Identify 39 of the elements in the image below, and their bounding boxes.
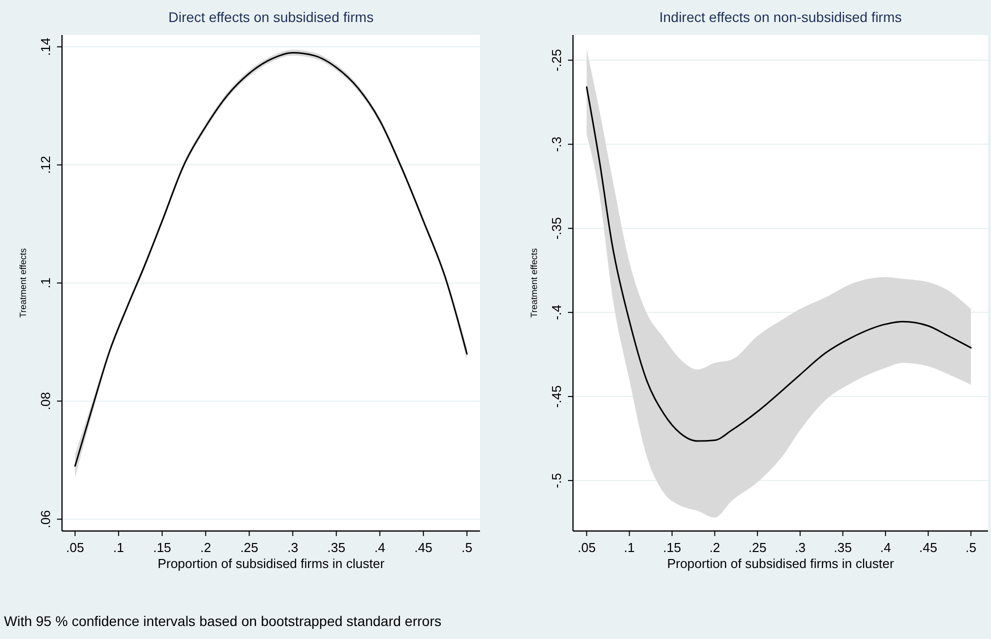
x-tick-label: .25: [240, 540, 258, 555]
y-tick-label: -.35: [549, 217, 564, 240]
x-tick-label: .45: [919, 540, 938, 555]
x-tick-label: .35: [327, 540, 346, 555]
x-tick-label: .3: [287, 540, 298, 555]
x-tick-label: .1: [113, 540, 124, 555]
text: With 95 % confidence intervals based on bootstrapped standard errors: [4, 613, 442, 629]
y-axis-title: Treatment effects: [529, 248, 539, 318]
y-tick-label: .08: [38, 392, 53, 410]
chart-title: Direct effects on subsidised firms: [168, 9, 374, 25]
line-series: [586, 86, 972, 442]
y-tick-label: -.3: [549, 136, 564, 152]
y-tick-label: -.5: [549, 472, 564, 488]
x-tick-label: .05: [66, 540, 84, 555]
chart-title: Indirect effects on non-subsidised firms: [659, 9, 902, 25]
x-tick-label: .2: [200, 540, 212, 555]
x-tick-label: .4: [374, 540, 386, 555]
x-tick-label: .5: [966, 540, 976, 555]
y-tick-label: -.45: [549, 385, 564, 408]
y-tick-label: .06: [38, 510, 53, 528]
y-tick-label: .14: [38, 38, 53, 56]
x-tick-label: .05: [578, 540, 596, 555]
y-tick-label: -.25: [549, 49, 564, 72]
x-tick-label: .15: [153, 540, 172, 555]
y-axis-title: Treatment effects: [18, 248, 28, 318]
y-tick-label: -.4: [549, 304, 564, 320]
x-tick-label: .35: [834, 540, 852, 555]
x-axis-title: Proportion of subsidised firms in cluster: [667, 556, 895, 571]
x-tick-label: .25: [748, 540, 766, 555]
x-tick-label: .3: [794, 540, 806, 555]
y-tick-label: .1: [38, 278, 53, 288]
x-tick-label: .4: [880, 540, 891, 555]
x-tick-label: .5: [462, 540, 472, 555]
x-tick-label: .1: [624, 540, 635, 555]
x-tick-label: .45: [414, 540, 432, 555]
x-tick-label: .2: [709, 540, 720, 555]
y-tick-label: .12: [38, 156, 53, 174]
x-tick-label: .15: [663, 540, 682, 555]
x-axis-title: Proportion of subsidised firms in cluster: [158, 556, 386, 571]
